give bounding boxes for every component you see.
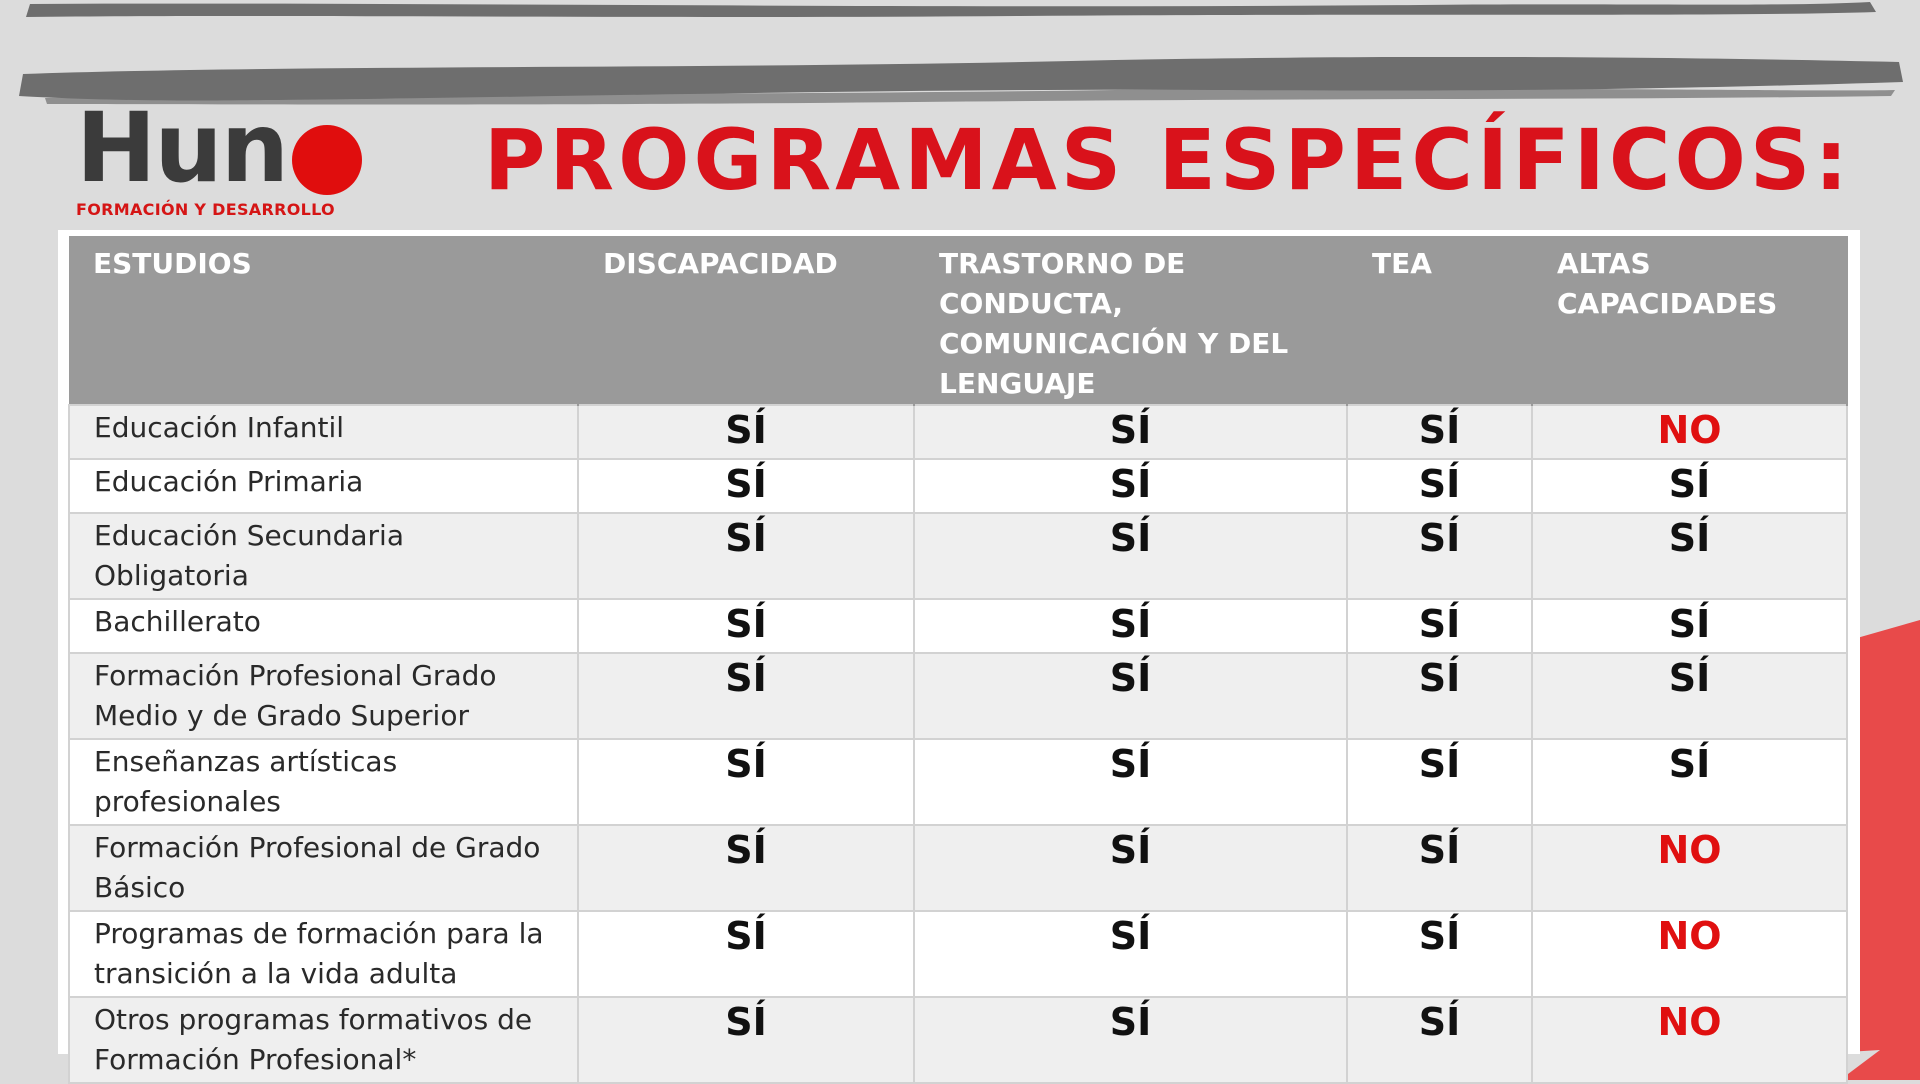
tea-cell: SÍ xyxy=(1346,824,1533,912)
table-row: Educación Infantil SÍ SÍ SÍ NO xyxy=(68,404,1848,460)
altas-capacidades-cell: SÍ xyxy=(1531,652,1848,740)
decorative-brush-stroke-middle xyxy=(19,56,1903,105)
tea-cell: SÍ xyxy=(1346,598,1533,654)
trastorno-cell: SÍ xyxy=(913,996,1348,1084)
column-header-discapacidad: DISCAPACIDAD xyxy=(578,236,915,405)
discapacidad-cell: SÍ xyxy=(577,910,915,998)
trastorno-cell: SÍ xyxy=(913,598,1348,654)
discapacidad-cell: SÍ xyxy=(577,404,915,460)
column-header-estudios: ESTUDIOS xyxy=(69,236,579,405)
tea-cell: SÍ xyxy=(1346,738,1533,826)
table-row: Educación Primaria SÍ SÍ SÍ SÍ xyxy=(68,458,1848,514)
altas-capacidades-cell: SÍ xyxy=(1531,458,1848,514)
table-row: Enseñanzas artísticas profesionales SÍ S… xyxy=(68,738,1848,826)
table-frame: ESTUDIOS DISCAPACIDAD TRASTORNO DE CONDU… xyxy=(58,230,1860,1084)
column-header-tea: TEA xyxy=(1347,236,1533,405)
altas-capacidades-cell: NO xyxy=(1531,404,1848,460)
tea-cell: SÍ xyxy=(1346,404,1533,460)
study-cell: Otros programas formativos de Formación … xyxy=(68,996,579,1084)
study-cell: Educación Infantil xyxy=(68,404,579,460)
trastorno-cell: SÍ xyxy=(913,910,1348,998)
column-header-trastorno: TRASTORNO DE CONDUCTA, COMUNICACIÓN Y DE… xyxy=(914,236,1348,405)
altas-capacidades-cell: SÍ xyxy=(1531,512,1848,600)
table-row: Otros programas formativos de Formación … xyxy=(68,996,1848,1084)
brand-logo: Hun xyxy=(76,100,366,225)
logo-red-dot-icon xyxy=(292,125,362,195)
trastorno-cell: SÍ xyxy=(913,512,1348,600)
study-cell: Educación Secundaria Obligatoria xyxy=(68,512,579,600)
table-row: Educación Secundaria Obligatoria SÍ SÍ S… xyxy=(68,512,1848,600)
study-cell: Enseñanzas artísticas profesionales xyxy=(68,738,579,826)
discapacidad-cell: SÍ xyxy=(577,512,915,600)
discapacidad-cell: SÍ xyxy=(577,598,915,654)
altas-capacidades-cell: NO xyxy=(1531,824,1848,912)
discapacidad-cell: SÍ xyxy=(577,824,915,912)
tea-cell: SÍ xyxy=(1346,512,1533,600)
study-cell: Programas de formación para la transició… xyxy=(68,910,579,998)
trastorno-cell: SÍ xyxy=(913,652,1348,740)
trastorno-cell: SÍ xyxy=(913,824,1348,912)
table-row: Formación Profesional de Grado Básico SÍ… xyxy=(68,824,1848,912)
decorative-brush-stroke-top xyxy=(26,2,1876,17)
trastorno-cell: SÍ xyxy=(913,458,1348,514)
study-cell: Formación Profesional Grado Medio y de G… xyxy=(68,652,579,740)
table-row: Programas de formación para la transició… xyxy=(68,910,1848,998)
trastorno-cell: SÍ xyxy=(913,404,1348,460)
discapacidad-cell: SÍ xyxy=(577,996,915,1084)
tea-cell: SÍ xyxy=(1346,910,1533,998)
tea-cell: SÍ xyxy=(1346,652,1533,740)
logo-tagline: FORMACIÓN Y DESARROLLO xyxy=(76,200,335,219)
study-cell: Educación Primaria xyxy=(68,458,579,514)
discapacidad-cell: SÍ xyxy=(577,458,915,514)
table-header-row: ESTUDIOS DISCAPACIDAD TRASTORNO DE CONDU… xyxy=(69,236,1848,405)
tea-cell: SÍ xyxy=(1346,458,1533,514)
table-row: Formación Profesional Grado Medio y de G… xyxy=(68,652,1848,740)
page-title: PROGRAMAS ESPECÍFICOS: xyxy=(483,111,1852,209)
table-row: Bachillerato SÍ SÍ SÍ SÍ xyxy=(68,598,1848,654)
programs-table: ESTUDIOS DISCAPACIDAD TRASTORNO DE CONDU… xyxy=(68,236,1848,1084)
discapacidad-cell: SÍ xyxy=(577,652,915,740)
column-header-altas-capacidades: ALTAS CAPACIDADES xyxy=(1532,236,1848,405)
logo-wordmark: Hun xyxy=(76,92,289,204)
altas-capacidades-cell: NO xyxy=(1531,996,1848,1084)
trastorno-cell: SÍ xyxy=(913,738,1348,826)
altas-capacidades-cell: SÍ xyxy=(1531,738,1848,826)
study-cell: Bachillerato xyxy=(68,598,579,654)
discapacidad-cell: SÍ xyxy=(577,738,915,826)
altas-capacidades-cell: NO xyxy=(1531,910,1848,998)
tea-cell: SÍ xyxy=(1346,996,1533,1084)
altas-capacidades-cell: SÍ xyxy=(1531,598,1848,654)
study-cell: Formación Profesional de Grado Básico xyxy=(68,824,579,912)
